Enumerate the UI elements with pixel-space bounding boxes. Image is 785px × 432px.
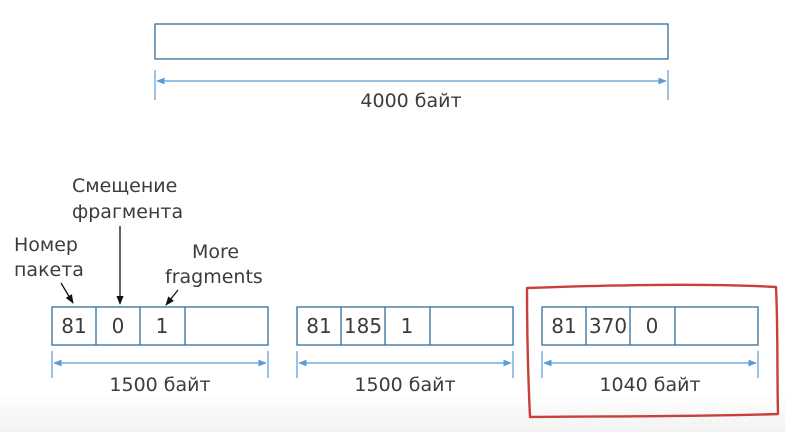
fragment-offset-label-line2: фрагмента bbox=[72, 201, 183, 223]
fragment-1-box bbox=[51, 306, 269, 346]
last-fragment-highlight bbox=[525, 283, 780, 419]
fragment-2: 81 185 1 1500 байт bbox=[296, 306, 514, 396]
fragment-3-box bbox=[541, 306, 759, 346]
fragment-3-offset: 370 bbox=[589, 314, 627, 338]
more-fragments-pointer bbox=[165, 289, 179, 306]
packet-number-pointer bbox=[60, 282, 74, 304]
fragment-1-more-fragments: 1 bbox=[156, 314, 169, 338]
bottom-shade bbox=[0, 392, 785, 432]
fragment-2-more-fragments: 1 bbox=[401, 314, 414, 338]
original-packet: 4000 байт bbox=[154, 23, 669, 112]
fragment-1-offset: 0 bbox=[112, 314, 125, 338]
fragment-3: 81 370 0 1040 байт bbox=[541, 306, 759, 396]
fragment-2-size-label: 1500 байт bbox=[354, 374, 455, 396]
packet-number-label-line1: Номер bbox=[14, 234, 78, 256]
fragment-2-box bbox=[296, 306, 514, 346]
original-size-label: 4000 байт bbox=[360, 90, 461, 112]
more-fragments-label-line2: fragments bbox=[165, 266, 263, 288]
fragment-1: 81 0 1 1500 байт bbox=[51, 306, 269, 396]
fragment-offset-label-line1: Смещение bbox=[72, 175, 177, 197]
packet-number-label-line2: пакета bbox=[14, 259, 84, 281]
fragment-2-packet-number: 81 bbox=[306, 314, 331, 338]
more-fragments-label-line1: More bbox=[192, 241, 239, 263]
fragment-3-packet-number: 81 bbox=[551, 314, 576, 338]
fragment-3-more-fragments: 0 bbox=[646, 314, 659, 338]
fragment-2-offset: 185 bbox=[344, 314, 382, 338]
fragment-3-size-label: 1040 байт bbox=[599, 374, 700, 396]
fragment-1-size-label: 1500 байт bbox=[109, 374, 210, 396]
fragment-1-packet-number: 81 bbox=[61, 314, 86, 338]
field-labels: Смещение фрагмента Номер пакета More fra… bbox=[14, 175, 263, 306]
original-packet-box bbox=[154, 23, 669, 60]
